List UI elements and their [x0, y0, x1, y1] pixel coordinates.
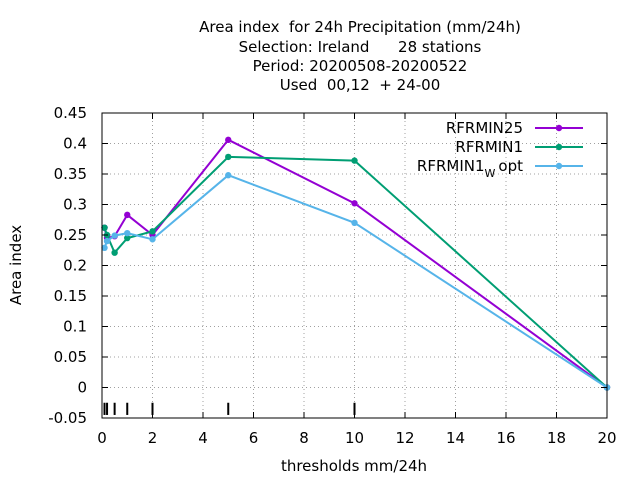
y-axis-label: Area index	[7, 225, 25, 305]
data-point	[101, 244, 108, 252]
legend-label: RFRMIN25	[446, 119, 523, 137]
series-line	[103, 155, 608, 389]
y-tick-label: 0	[77, 379, 87, 397]
data-point	[149, 228, 156, 235]
data-point	[124, 229, 131, 237]
legend-label: RFRMIN1	[455, 138, 523, 156]
threshold-marks	[103, 402, 356, 415]
y-tick-label: 0.25	[54, 226, 87, 244]
y-tick-label: 0.4	[63, 135, 87, 153]
data-point	[103, 237, 111, 245]
data-point	[149, 236, 156, 243]
data-point	[225, 172, 232, 179]
title-line-1: Area index for 24h Precipitation (mm/24h…	[199, 18, 521, 36]
legend-swatch-point	[555, 143, 563, 151]
x-tick-label: 20	[597, 429, 616, 447]
y-tick-label: 0.15	[54, 287, 87, 305]
legend-swatch-point	[555, 124, 563, 132]
axis-ticks: 0 2 4 6 8 10 12 14 16 18 20 -0.05 0 0.05 0.1 0.15 0.2 0.2…	[48, 104, 616, 447]
legend-entry: RFRMIN25	[446, 119, 583, 137]
data-point	[124, 211, 131, 219]
legend-entry: RFRMIN1	[455, 138, 583, 156]
data-point	[351, 200, 358, 207]
data-point	[225, 136, 232, 144]
data-point	[111, 232, 118, 239]
x-tick-label: 18	[547, 429, 566, 447]
x-tick-label: 16	[496, 429, 515, 447]
x-tick-label: 2	[148, 429, 158, 447]
y-tick-label: 0.1	[63, 318, 87, 336]
y-tick-label: 0.35	[54, 165, 87, 183]
x-axis-label: thresholds mm/24h	[281, 457, 427, 475]
y-tick-label: 0.3	[63, 196, 87, 214]
data-point	[225, 153, 232, 161]
y-tick-label: 0.2	[63, 257, 87, 275]
series-RFRMIN1Wopt	[101, 172, 611, 391]
x-tick-label: 8	[299, 429, 309, 447]
legend-entry: RFRMIN1W opt	[417, 157, 583, 180]
x-tick-label: 6	[249, 429, 259, 447]
data-point	[124, 234, 131, 242]
y-tick-label: 0.05	[54, 348, 87, 366]
series-line	[103, 138, 608, 389]
title-line-3: Period: 20200508-20200522	[252, 57, 468, 75]
series-RFRMIN25	[101, 136, 611, 391]
series-RFRMIN1	[101, 153, 611, 391]
x-tick-label: 10	[345, 429, 364, 447]
series-lines	[101, 136, 611, 391]
data-point	[111, 249, 118, 256]
legend-label: RFRMIN1W opt	[417, 157, 523, 180]
legend-swatch-point	[555, 162, 563, 170]
title-line-4: Used 00,12 + 24-00	[279, 76, 441, 94]
data-point	[351, 219, 358, 226]
x-tick-label: 4	[198, 429, 208, 447]
y-tick-label: 0.45	[54, 104, 87, 122]
data-point	[101, 224, 108, 231]
y-tick-label: -0.05	[48, 409, 87, 427]
series-line	[103, 174, 608, 389]
data-point	[351, 157, 358, 164]
x-tick-label: 0	[97, 429, 107, 447]
x-tick-label: 14	[446, 429, 465, 447]
x-tick-label: 12	[395, 429, 414, 447]
title-line-2: Selection: Ireland 28 stations	[238, 38, 482, 56]
